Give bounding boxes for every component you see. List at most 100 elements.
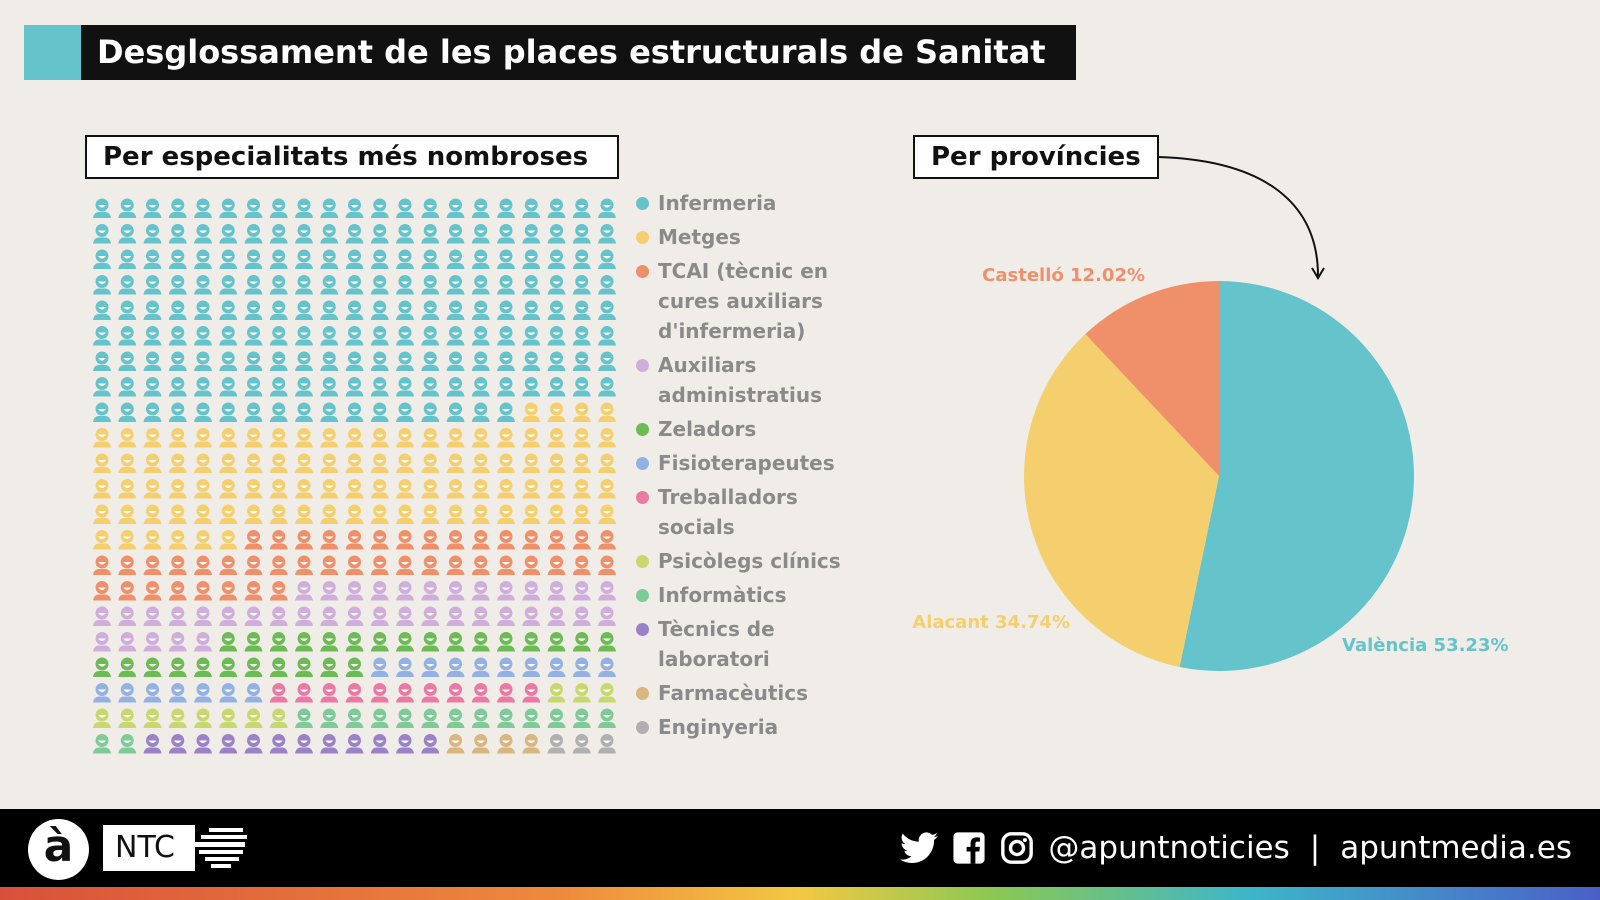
waffle-person-icon [93, 581, 111, 601]
waffle-person-icon [295, 275, 313, 295]
waffle-person-icon [446, 530, 465, 550]
waffle-person-icon [168, 249, 187, 269]
waffle-person-icon [396, 555, 414, 575]
waffle-person-icon [143, 479, 162, 499]
waffle-person-icon [421, 428, 440, 448]
waffle-person-icon [295, 530, 313, 550]
waffle-person-icon [244, 275, 263, 295]
waffle-person-icon [345, 708, 364, 728]
waffle-person-icon [118, 402, 137, 422]
waffle-person-icon [547, 683, 566, 703]
waffle-person-icon [93, 377, 111, 397]
waffle-person-icon [370, 708, 389, 728]
waffle-person-icon [295, 198, 313, 218]
waffle-person-icon [396, 632, 414, 652]
waffle-person-icon [471, 734, 490, 754]
waffle-person-icon [421, 377, 440, 397]
waffle-person-icon [370, 377, 389, 397]
footer [0, 809, 1600, 887]
waffle-person-icon [345, 606, 364, 626]
waffle-person-icon [598, 377, 616, 397]
waffle-person-icon [421, 275, 440, 295]
waffle-person-icon [421, 530, 440, 550]
waffle-person-icon [168, 708, 187, 728]
waffle-person-icon [269, 504, 288, 524]
waffle-person-icon [547, 530, 566, 550]
title-accent [24, 25, 81, 80]
instagram-icon[interactable] [1000, 831, 1034, 865]
waffle-person-icon [194, 708, 212, 728]
waffle-person-icon [421, 657, 440, 677]
waffle-person-icon [194, 632, 212, 652]
waffle-person-icon [118, 479, 137, 499]
waffle-person-icon [396, 275, 414, 295]
waffle-person-icon [522, 377, 541, 397]
waffle-person-icon [522, 453, 541, 473]
waffle-person-icon [194, 734, 212, 754]
waffle-person-icon [194, 198, 212, 218]
waffle-person-icon [269, 300, 288, 320]
waffle-person-icon [497, 402, 515, 422]
waffle-person-icon [93, 504, 111, 524]
waffle-person-icon [522, 555, 541, 575]
waffle-person-icon [269, 708, 288, 728]
legend-item: Tècnics de laboratori [636, 614, 856, 674]
waffle-person-icon [396, 198, 414, 218]
waffle-person-icon [295, 555, 313, 575]
waffle-person-icon [471, 581, 490, 601]
waffle-person-icon [118, 632, 137, 652]
legend-label: Psicòlegs clínics [658, 549, 841, 573]
waffle-person-icon [547, 402, 566, 422]
website-link[interactable]: apuntmedia.es [1340, 830, 1572, 866]
waffle-person-icon [396, 504, 414, 524]
waffle-person-icon [446, 453, 465, 473]
waffle-person-icon [345, 632, 364, 652]
waffle-person-icon [143, 377, 162, 397]
waffle-person-icon [93, 428, 111, 448]
waffle-person-icon [118, 377, 137, 397]
waffle-person-icon [244, 198, 263, 218]
waffle-person-icon [168, 377, 187, 397]
waffle-person-icon [269, 224, 288, 244]
waffle-person-icon [295, 453, 313, 473]
waffle-person-icon [421, 326, 440, 346]
waffle-person-icon [421, 249, 440, 269]
waffle-person-icon [598, 606, 616, 626]
waffle-person-icon [421, 683, 440, 703]
waffle-person-icon [118, 708, 137, 728]
waffle-person-icon [547, 428, 566, 448]
legend-dot-icon [636, 623, 649, 636]
social-handle[interactable]: @apuntnoticies [1048, 830, 1290, 866]
waffle-person-icon [143, 581, 162, 601]
twitter-icon[interactable] [900, 832, 939, 864]
waffle-person-icon [93, 708, 111, 728]
legend-label: Informàtics [658, 583, 787, 607]
waffle-person-icon [219, 300, 238, 320]
waffle-person-icon [168, 657, 187, 677]
waffle-person-icon [598, 249, 616, 269]
waffle-person-icon [269, 632, 288, 652]
waffle-person-icon [143, 402, 162, 422]
waffle-person-icon [396, 351, 414, 371]
waffle-person-icon [471, 249, 490, 269]
waffle-person-icon [446, 734, 465, 754]
waffle-person-icon [269, 683, 288, 703]
waffle-person-icon [396, 657, 414, 677]
waffle-person-icon [522, 657, 541, 677]
waffle-person-icon [345, 428, 364, 448]
waffle-person-icon [370, 300, 389, 320]
waffle-person-icon [547, 581, 566, 601]
facebook-icon[interactable] [952, 831, 986, 865]
waffle-person-icon [194, 581, 212, 601]
waffle-person-icon [194, 504, 212, 524]
waffle-person-icon [396, 300, 414, 320]
waffle-person-icon [497, 657, 515, 677]
waffle-person-icon [295, 683, 313, 703]
waffle-person-icon [522, 351, 541, 371]
waffle-person-icon [118, 734, 137, 754]
waffle-legend: Infermeria Metges TCAI (tècnic en cures au… [636, 188, 856, 746]
waffle-person-icon [497, 734, 515, 754]
waffle-person-icon [547, 249, 566, 269]
waffle-person-icon [370, 734, 389, 754]
waffle-person-icon [219, 555, 238, 575]
